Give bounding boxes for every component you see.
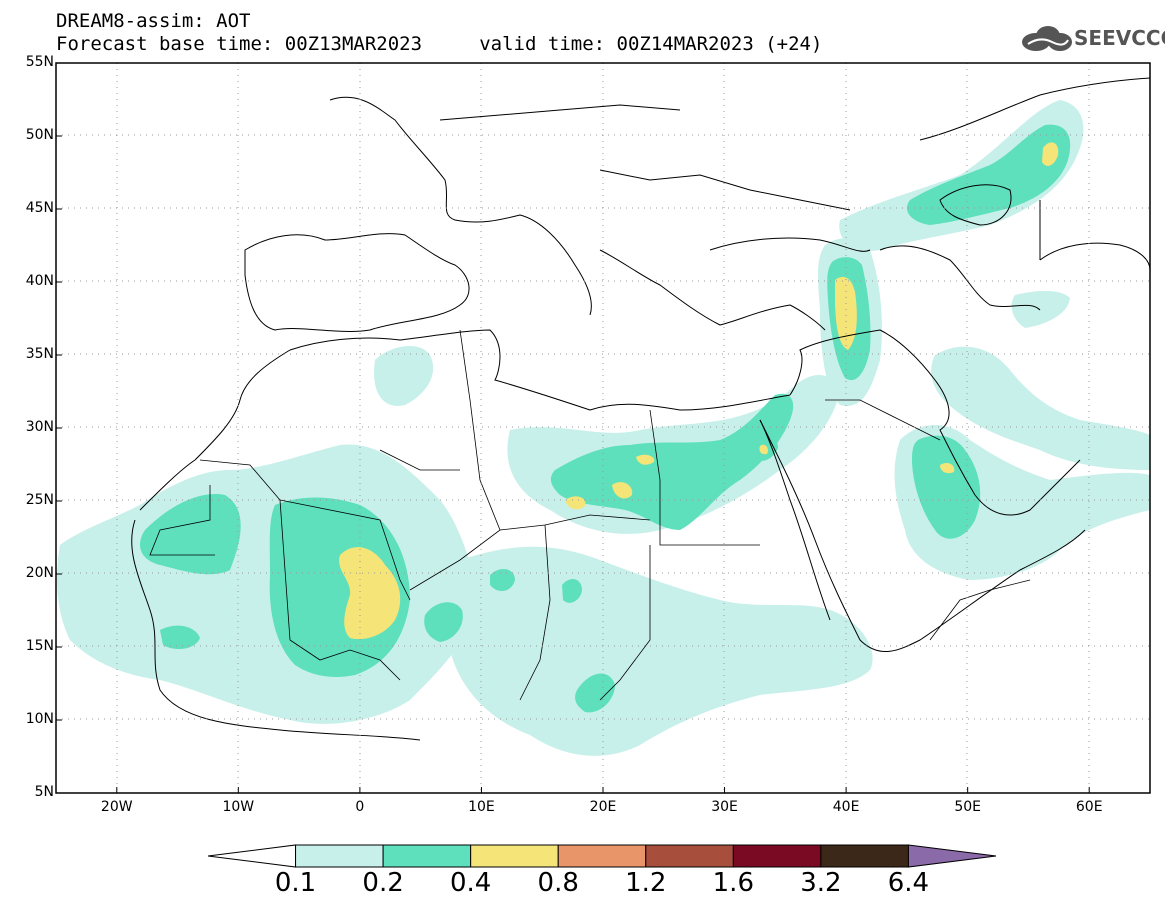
lat-label-20N: 20N [25, 565, 54, 581]
colorbar-label: 3.2 [800, 868, 842, 898]
lon-label-10W: 10W [222, 799, 255, 815]
lon-label-20W: 20W [100, 799, 133, 815]
lon-label-40E: 40E [832, 799, 860, 815]
aot-contours [57, 100, 1150, 756]
lat-label-10N: 10N [25, 711, 54, 727]
colorbar-lower-triangle [207, 844, 297, 868]
colorbar-label: 0.4 [449, 868, 492, 898]
colorbar-segment [820, 844, 909, 868]
colorbar-segment [295, 844, 384, 868]
colorbar-label: 0.2 [362, 868, 404, 898]
colorbar-segment [382, 844, 472, 868]
grid-lines [56, 63, 1150, 793]
lon-label-60E: 60E [1075, 799, 1103, 815]
colorbar-segment [732, 844, 822, 868]
lat-label-45N: 45N [25, 200, 54, 216]
colorbar-segment [470, 844, 559, 868]
lat-label-50N: 50N [25, 127, 54, 143]
colorbar-label: 0.8 [537, 868, 579, 898]
lon-label-30E: 30E [711, 799, 738, 815]
lat-label-25N: 25N [25, 492, 54, 508]
country-borders [149, 329, 1031, 701]
colorbar-label: 1.6 [712, 868, 754, 898]
coastlines [131, 77, 1150, 741]
colorbar-upper-triangle [907, 844, 997, 868]
colorbar-label: 0.1 [274, 868, 317, 898]
colorbar-segment [645, 844, 734, 868]
lon-label-0: 0 [355, 799, 365, 815]
lon-label-20E: 20E [589, 799, 617, 815]
lat-label-5N: 5N [34, 784, 54, 800]
colorbar-label: 6.4 [887, 868, 930, 898]
lat-label-40N: 40N [25, 273, 54, 289]
colorbar-label: 1.2 [625, 868, 667, 898]
map-title: DREAM8-assim: AOT [56, 10, 251, 32]
lat-label-30N: 30N [25, 419, 54, 435]
lat-label-35N: 35N [25, 346, 54, 362]
cloud-icon [1022, 26, 1072, 51]
lon-label-50E: 50E [954, 799, 981, 815]
forecast-time-line: Forecast base time: 00Z13MAR2023 valid t… [56, 33, 823, 55]
logo-text: SEEVCCC [1074, 26, 1165, 50]
lat-label-55N: 55N [25, 54, 54, 70]
lat-label-15N: 15N [25, 638, 54, 654]
lon-label-10E: 10E [468, 799, 495, 815]
axis-ticks [56, 62, 1090, 794]
colorbar-segment [557, 844, 647, 868]
